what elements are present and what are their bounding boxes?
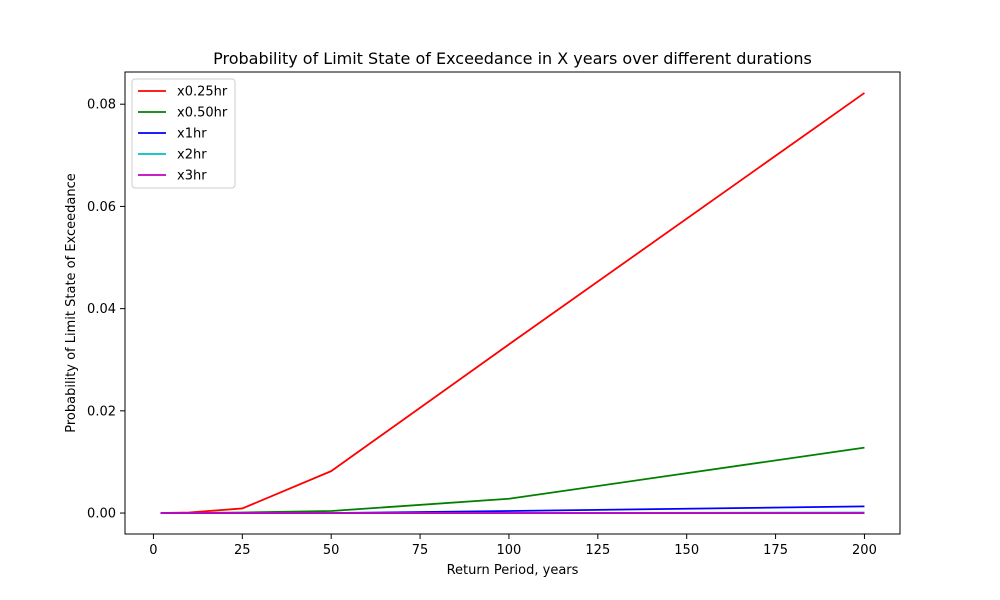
x-tick-label: 200 <box>852 543 877 558</box>
legend-label: x3hr <box>177 169 207 184</box>
x-tick-label: 25 <box>234 543 251 558</box>
x-tick-label: 100 <box>497 543 522 558</box>
x-axis-title: Return Period, years <box>447 563 579 578</box>
y-tick-label: 0.04 <box>87 302 116 317</box>
legend-label: x1hr <box>177 127 207 142</box>
series-lines <box>160 92 865 514</box>
legend: x0.25hr x0.50hr x1hr x2hr x3hr <box>131 78 236 189</box>
y-tick-label: 0.02 <box>87 404 116 419</box>
x-tick-label: 75 <box>412 543 429 558</box>
x-axis-ticks: 0 25 50 75 100 125 150 175 200 <box>149 534 877 558</box>
y-axis-ticks: 0.00 0.02 0.04 0.06 0.08 <box>87 98 125 522</box>
chart-title: Probability of Limit State of Exceedance… <box>213 49 812 68</box>
x-tick-label: 50 <box>323 543 340 558</box>
x-tick-label: 150 <box>674 543 699 558</box>
x-tick-label: 0 <box>149 543 157 558</box>
legend-box <box>131 78 236 189</box>
plot-area <box>124 71 901 535</box>
series-line-x0-25hr <box>160 92 865 514</box>
legend-label: x0.25hr <box>177 85 228 100</box>
y-tick-label: 0.06 <box>87 200 116 215</box>
x-tick-label: 175 <box>763 543 788 558</box>
legend-label: x0.50hr <box>177 106 228 121</box>
y-tick-label: 0.00 <box>87 507 116 522</box>
series-line-x0-50hr <box>160 446 865 514</box>
y-axis-title: Probability of Limit State of Exceedance <box>64 173 79 433</box>
legend-label: x2hr <box>177 148 207 163</box>
y-tick-label: 0.08 <box>87 98 116 113</box>
x-tick-label: 125 <box>585 543 610 558</box>
